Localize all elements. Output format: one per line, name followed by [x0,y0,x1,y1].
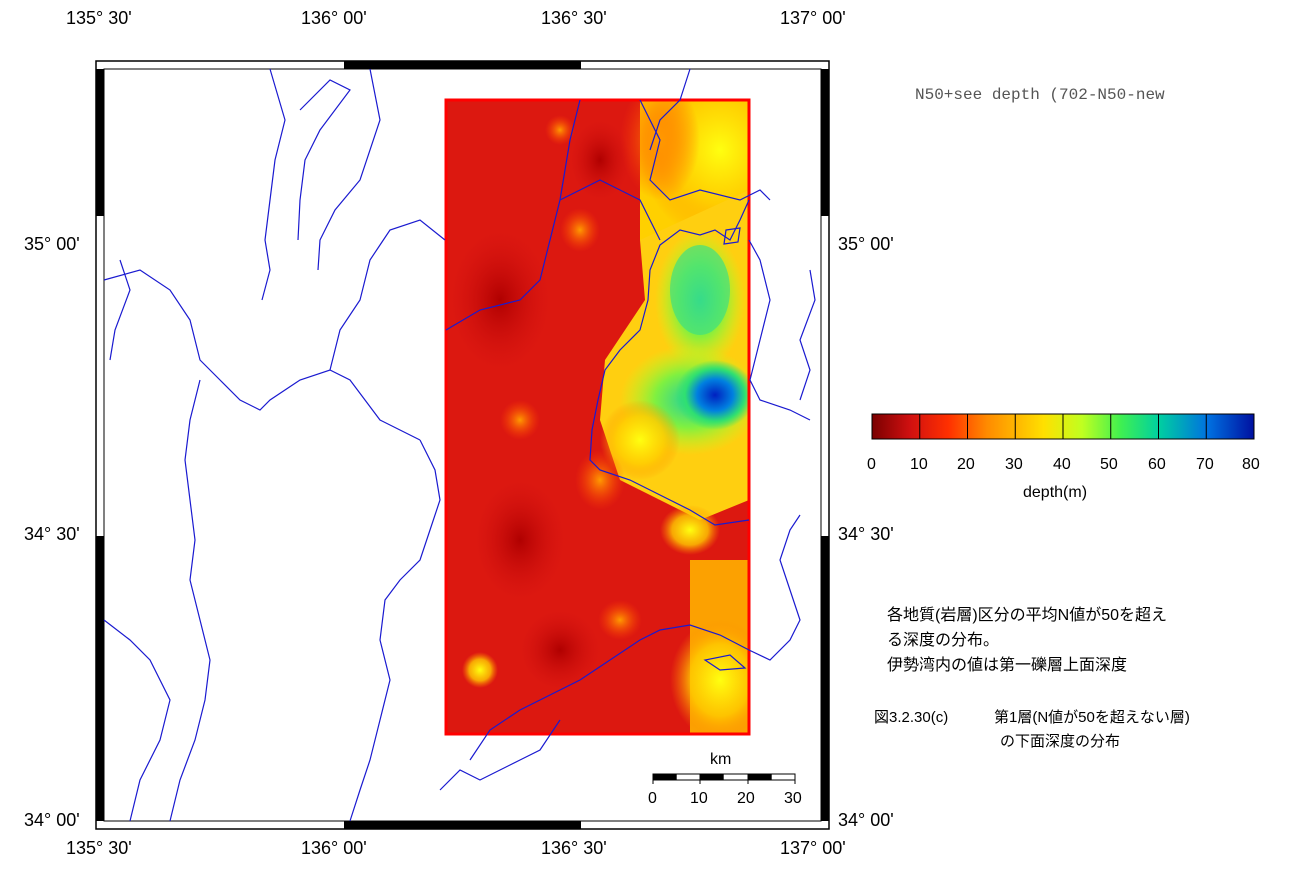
scale-tick-20: 20 [737,790,755,807]
colorbar-tick-20: 20 [957,456,975,473]
caption-line-2: の下面深度の分布 [1000,733,1121,750]
colorbar-ticks [919,414,1207,439]
lat-label-right-1: 35° 00' [838,234,894,254]
lon-label-1: 135° 30' [66,8,132,28]
colorbar-tick-70: 70 [1196,456,1214,473]
scale-tick-10: 10 [690,790,708,807]
lon-label-bottom-2: 136° 00' [301,838,367,858]
scale-tick-30: 30 [784,790,802,807]
lon-label-4: 137° 00' [780,8,846,28]
lat-label-left-1: 35° 00' [24,234,80,254]
colorbar-tick-40: 40 [1053,456,1071,473]
map-title: N50+see depth (702-N50-new [915,86,1165,104]
colorbar-tick-0: 0 [867,456,876,473]
lon-label-2: 136° 00' [301,8,367,28]
data-extent-border [444,98,751,736]
figure-number: 図3.2.30(c) [874,709,949,726]
scale-bar-graphic [652,773,796,784]
lon-label-bottom-4: 137° 00' [780,838,846,858]
lon-label-bottom-1: 135° 30' [66,838,132,858]
colorbar-tick-50: 50 [1100,456,1118,473]
colorbar-tick-60: 60 [1148,456,1166,473]
note-line-2: る深度の分布。 [887,632,1000,649]
colorbar-tick-80: 80 [1242,456,1260,473]
lat-label-left-3: 34° 00' [24,810,80,830]
caption-line-1: 第1層(N値が50を超えない層) [994,709,1190,726]
lon-label-bottom-3: 136° 30' [541,838,607,858]
colorbar-label: depth(m) [1023,484,1088,501]
colorbar-tick-10: 10 [910,456,928,473]
lon-label-3: 136° 30' [541,8,607,28]
lat-label-right-2: 34° 30' [838,524,894,544]
scale-bar-unit: km [710,751,732,768]
lat-label-right-3: 34° 00' [838,810,894,830]
boundary-lines [103,68,816,822]
note-line-1: 各地質(岩層)区分の平均N値が50を超え [887,607,1168,624]
frame-ticks [96,61,829,829]
scale-tick-0: 0 [648,790,657,807]
lat-label-left-2: 34° 30' [24,524,80,544]
note-line-3: 伊勢湾内の値は第一礫層上面深度 [887,657,1128,674]
colorbar-tick-30: 30 [1005,456,1023,473]
depth-raster [446,100,749,734]
